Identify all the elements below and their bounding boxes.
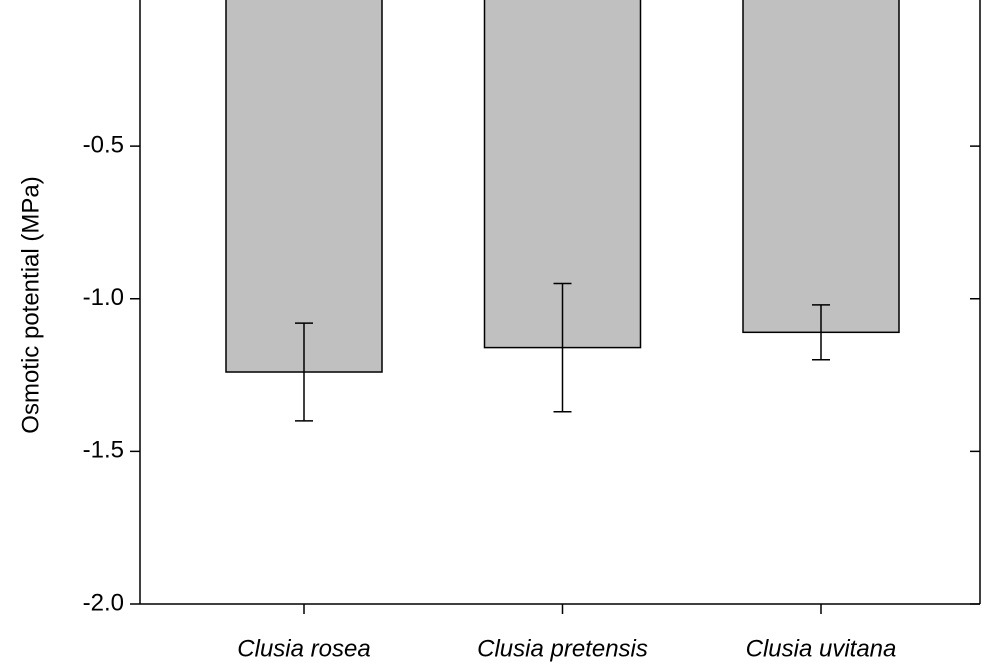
- x-tick-label: Clusia uvitana: [746, 635, 897, 662]
- x-tick-label: Clusia pretensis: [477, 635, 648, 662]
- bar: [742, 0, 900, 334]
- y-tick-label: -1.0: [83, 284, 124, 311]
- y-tick-label: -0.5: [83, 131, 124, 158]
- y-axis-label: Osmotic potential (MPa): [17, 176, 44, 433]
- bar: [225, 0, 383, 373]
- x-tick-label: Clusia rosea: [237, 635, 370, 662]
- y-tick-label: -2.0: [83, 589, 124, 616]
- y-tick-label: -1.5: [83, 437, 124, 464]
